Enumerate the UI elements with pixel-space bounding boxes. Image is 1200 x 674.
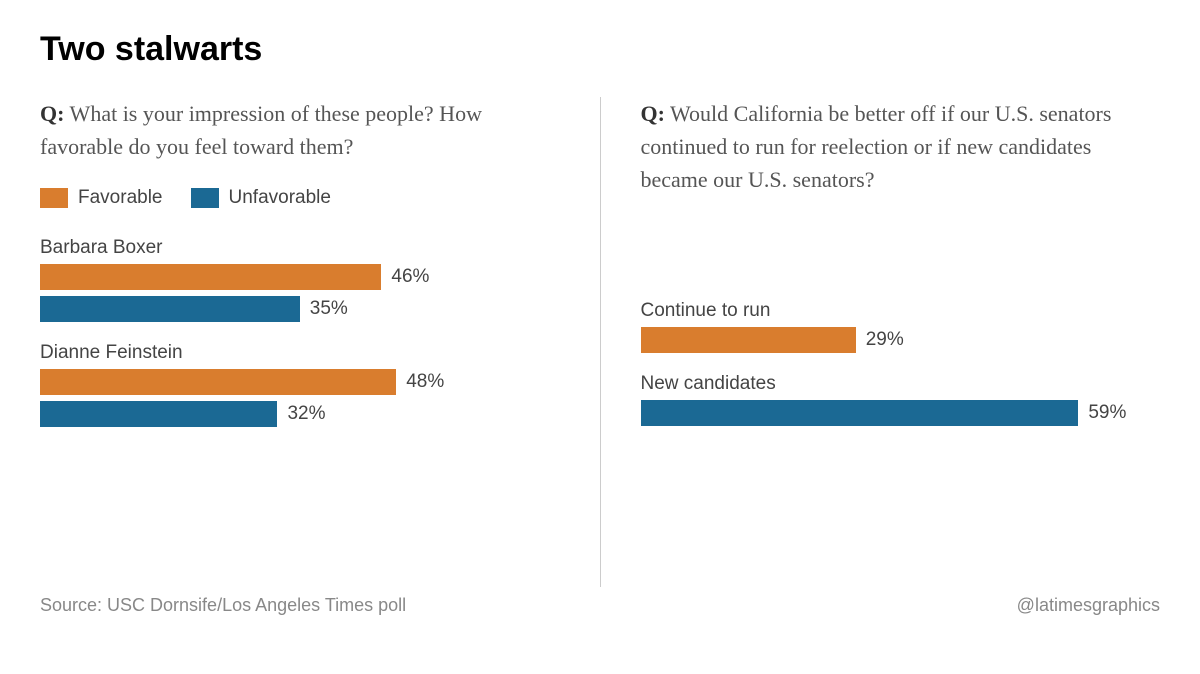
left-question-text: What is your impression of these people?… — [40, 101, 482, 159]
legend-label-unfavorable: Unfavorable — [229, 187, 331, 209]
bar — [40, 369, 396, 395]
bar-row: 48% — [40, 369, 560, 395]
bar-group: Barbara Boxer 46% 35% — [40, 237, 560, 322]
right-question-text: Would California be better off if our U.… — [641, 101, 1112, 192]
q-prefix: Q: — [40, 101, 64, 126]
legend: Favorable Unfavorable — [40, 187, 560, 209]
bar-value-label: 29% — [866, 329, 904, 351]
bar — [40, 264, 381, 290]
chart-title: Two stalwarts — [40, 30, 1160, 69]
bar-group-label: Continue to run — [641, 300, 1161, 322]
left-question: Q: What is your impression of these peop… — [40, 97, 560, 163]
bar-value-label: 46% — [391, 266, 429, 288]
legend-unfavorable: Unfavorable — [191, 187, 331, 209]
panels-container: Q: What is your impression of these peop… — [40, 97, 1160, 587]
bar — [641, 400, 1079, 426]
bar-value-label: 59% — [1088, 402, 1126, 424]
left-panel: Q: What is your impression of these peop… — [40, 97, 600, 587]
bar-row: 32% — [40, 401, 560, 427]
footer: Source: USC Dornsife/Los Angeles Times p… — [40, 595, 1160, 616]
bar-group: Dianne Feinstein 48% 32% — [40, 342, 560, 427]
bar-value-label: 32% — [287, 403, 325, 425]
bar-row: 29% — [641, 327, 1161, 353]
right-chart: Continue to run 29% New candidates 59% — [641, 300, 1161, 426]
bar-row: 46% — [40, 264, 560, 290]
bar — [641, 327, 856, 353]
source-text: Source: USC Dornsife/Los Angeles Times p… — [40, 595, 406, 616]
right-question: Q: Would California be better off if our… — [641, 97, 1161, 196]
bar-value-label: 48% — [406, 371, 444, 393]
bar-group: Continue to run 29% — [641, 300, 1161, 353]
bar-group: New candidates 59% — [641, 373, 1161, 426]
bar-row: 59% — [641, 400, 1161, 426]
q-prefix: Q: — [641, 101, 665, 126]
bar-row: 35% — [40, 296, 560, 322]
legend-label-favorable: Favorable — [78, 187, 163, 209]
bar — [40, 401, 277, 427]
bar-group-label: Dianne Feinstein — [40, 342, 560, 364]
spacer — [641, 220, 1161, 300]
bar-group-label: Barbara Boxer — [40, 237, 560, 259]
credit-text: @latimesgraphics — [1017, 595, 1160, 616]
bar-value-label: 35% — [310, 298, 348, 320]
bar-group-label: New candidates — [641, 373, 1161, 395]
legend-favorable: Favorable — [40, 187, 163, 209]
legend-swatch-favorable — [40, 188, 68, 208]
legend-swatch-unfavorable — [191, 188, 219, 208]
bar — [40, 296, 300, 322]
right-panel: Q: Would California be better off if our… — [600, 97, 1161, 587]
left-chart: Barbara Boxer 46% 35% Dianne Feinstein 48% 32… — [40, 237, 560, 427]
